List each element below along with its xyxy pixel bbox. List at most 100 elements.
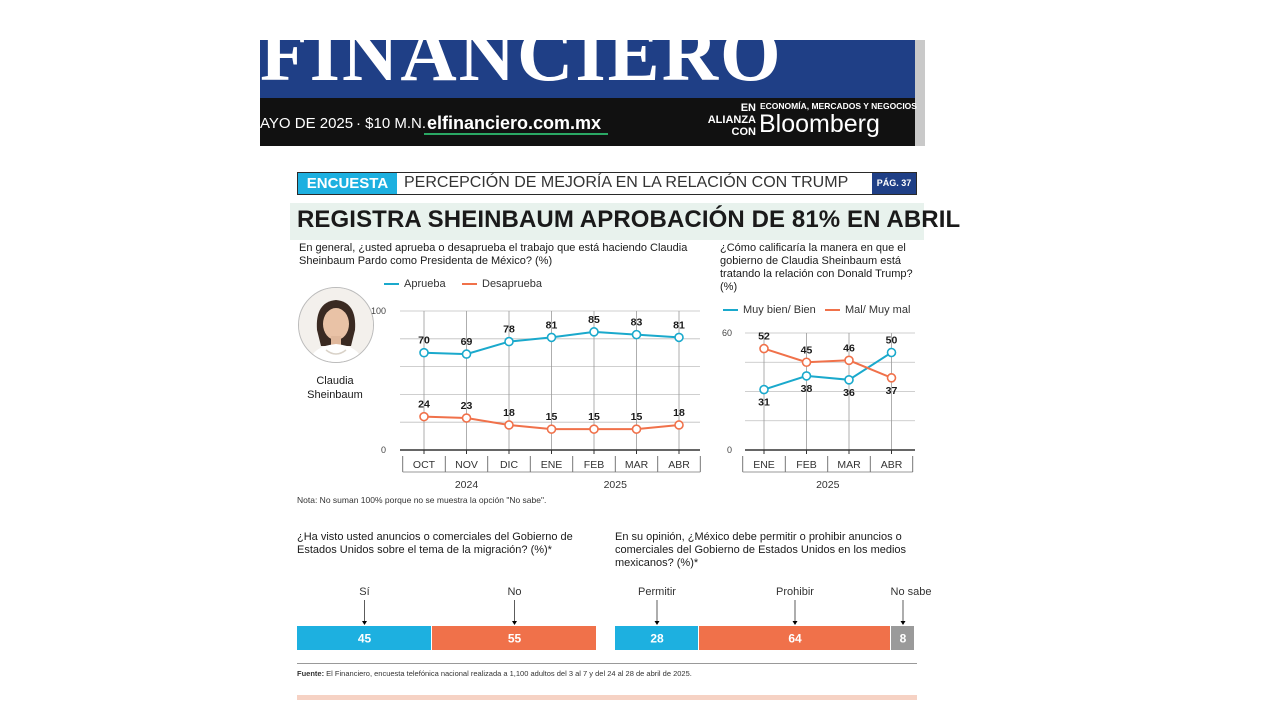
- headline-background: [290, 203, 924, 240]
- x-tick-label: ABR: [668, 459, 690, 471]
- bar-segment: [297, 626, 431, 650]
- masthead-title: FINANCIERO: [260, 40, 783, 97]
- x-tick-label: OCT: [413, 459, 436, 471]
- data-point: [759, 343, 769, 354]
- source-text: El Financiero, encuesta telefónica nacio…: [324, 669, 692, 678]
- data-point: [844, 355, 854, 366]
- x-tick-label: ENE: [753, 459, 775, 471]
- series-line-0: [763, 351, 893, 391]
- masthead-info-bar: [260, 98, 915, 146]
- legend-swatch: [723, 309, 738, 311]
- y-tick-label: 0: [727, 445, 732, 455]
- data-label: 81: [546, 319, 558, 331]
- data-point: [589, 327, 599, 337]
- source-note: Fuente: El Financiero, encuesta telefóni…: [297, 669, 692, 678]
- year-label: 2025: [816, 479, 840, 491]
- legend-swatch: [384, 283, 399, 285]
- year-label: 2024: [455, 479, 479, 491]
- legend-aprueba: Aprueba: [384, 278, 446, 290]
- bloomberg-logo: Bloomberg: [759, 110, 880, 138]
- data-point: [674, 420, 684, 430]
- legend-label: Mal/ Muy mal: [845, 304, 911, 316]
- data-label: 31: [758, 397, 770, 409]
- x-tick-label: ABR: [881, 459, 903, 471]
- website-underline: [424, 133, 608, 135]
- issue-date: AYO DE 2025: [260, 115, 354, 132]
- series-line-1: [763, 347, 892, 379]
- data-label: 52: [758, 331, 770, 343]
- issue-price: · $10 M.N. ·: [356, 115, 436, 132]
- bar-segment: [891, 626, 914, 650]
- data-point: [419, 411, 429, 422]
- legend-swatch: [825, 309, 840, 311]
- portrait-illustration: [299, 288, 373, 362]
- masthead: FINANCIERO: [260, 40, 915, 98]
- newspaper-page: [260, 40, 925, 720]
- x-tick-label: NOV: [455, 459, 478, 471]
- data-label: 83: [631, 317, 643, 329]
- x-tick-label: MAR: [625, 459, 649, 471]
- data-point: [461, 349, 472, 359]
- data-label: 45: [801, 344, 813, 356]
- y-tick-label: 0: [381, 445, 386, 455]
- data-label: 24: [418, 399, 430, 411]
- bar-category-label: Sí: [359, 586, 369, 598]
- data-point: [546, 332, 557, 343]
- data-label: 50: [886, 335, 898, 347]
- bar-value-label: 55: [508, 632, 522, 646]
- question-ads-permit: En su opinión, ¿México debe permitir o p…: [615, 531, 907, 569]
- bar-segment: [699, 626, 890, 650]
- bar-pointer-arrow: [362, 621, 367, 625]
- data-label: 81: [673, 319, 685, 331]
- data-point: [631, 424, 642, 434]
- bar-value-label: 64: [788, 632, 802, 646]
- data-label: 46: [843, 342, 855, 354]
- legend-label: Aprueba: [404, 278, 446, 290]
- x-tick-label: ENE: [541, 459, 563, 471]
- data-label: 15: [546, 411, 558, 423]
- x-tick-label: FEB: [584, 459, 604, 471]
- data-point: [631, 329, 642, 340]
- chart-note: Nota: No suman 100% porque no se muestra…: [297, 495, 547, 505]
- data-label: 70: [418, 335, 430, 347]
- data-point: [844, 374, 854, 385]
- data-point: [419, 347, 429, 358]
- bar-value-label: 45: [358, 632, 372, 646]
- data-point: [546, 424, 557, 434]
- data-point: [886, 373, 897, 383]
- data-point: [589, 424, 599, 434]
- legend-desaprueba: Desaprueba: [462, 278, 542, 290]
- bar-segment: [432, 626, 596, 650]
- avatar: [298, 287, 374, 363]
- data-label: 78: [503, 324, 515, 336]
- bar-pointer-arrow: [792, 621, 798, 625]
- data-point: [801, 371, 812, 381]
- website-link[interactable]: elfinanciero.com.mx: [427, 113, 602, 133]
- y-tick-label: 100: [371, 306, 386, 316]
- legend-swatch: [462, 283, 477, 285]
- data-point: [759, 384, 769, 395]
- data-label: 18: [673, 407, 685, 419]
- y-tick-label: 60: [722, 328, 732, 338]
- question-trump-relation: ¿Cómo calificaría la manera en que el go…: [720, 242, 913, 293]
- bar-category-label: No: [507, 586, 521, 598]
- data-label: 69: [461, 336, 473, 348]
- bar-category-label: No sabe: [891, 586, 932, 598]
- bar-pointer-arrow: [654, 621, 660, 625]
- source-divider: [297, 663, 917, 664]
- x-tick-label: MAR: [837, 459, 861, 471]
- data-point: [461, 413, 472, 423]
- section-tag: ENCUESTA: [298, 173, 397, 194]
- data-point: [504, 336, 514, 347]
- data-point: [886, 347, 897, 358]
- data-point: [801, 357, 812, 368]
- legend-label: Desaprueba: [482, 278, 542, 290]
- headline: REGISTRA SHEINBAUM APROBACIÓN DE 81% EN …: [297, 206, 961, 233]
- alliance-label: EN ALIANZA CON: [707, 102, 756, 138]
- bar-category-label: Permitir: [638, 586, 676, 598]
- legend-label: Muy bien/ Bien: [743, 304, 816, 316]
- data-point: [674, 332, 684, 343]
- page-edge: [915, 40, 925, 146]
- data-label: 36: [843, 387, 855, 399]
- bar-value-label: 8: [900, 632, 907, 646]
